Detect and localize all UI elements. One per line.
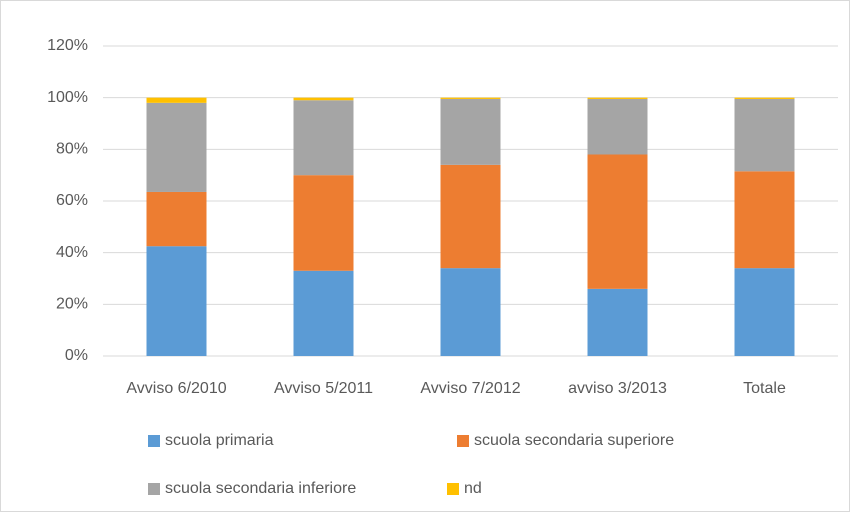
bar-segment xyxy=(293,100,354,176)
y-tick-label: 80% xyxy=(56,141,88,158)
legend-label: scuola secondaria superiore xyxy=(474,432,674,449)
bar-segment xyxy=(440,97,501,99)
x-tick-label: Totale xyxy=(743,380,786,397)
legend-label: scuola primaria xyxy=(165,432,274,449)
bar-segment xyxy=(293,175,354,271)
bar-segment xyxy=(293,270,354,356)
y-tick-label: 100% xyxy=(47,89,88,106)
y-tick-label: 120% xyxy=(47,37,88,54)
bar-segment xyxy=(734,171,795,269)
bar-segment xyxy=(146,191,207,247)
bar-segment xyxy=(587,288,648,356)
bar-segment xyxy=(146,97,207,103)
bar-segment xyxy=(587,98,648,155)
bar-segment xyxy=(734,268,795,356)
bar-segment xyxy=(440,164,501,269)
bar-segment xyxy=(734,98,795,172)
legend-swatch xyxy=(148,435,160,447)
bar-segment xyxy=(440,98,501,165)
y-tick-label: 40% xyxy=(56,244,88,261)
legend-label: nd xyxy=(464,480,482,497)
x-tick-label: Avviso 6/2010 xyxy=(126,380,226,397)
y-tick-label: 0% xyxy=(65,347,88,364)
x-tick-label: Avviso 7/2012 xyxy=(420,380,520,397)
y-tick-label: 20% xyxy=(56,296,88,313)
x-tick-label: avviso 3/2013 xyxy=(568,380,667,397)
x-tick-label: Avviso 5/2011 xyxy=(274,380,373,397)
bar-segment xyxy=(587,97,648,99)
legend-swatch xyxy=(447,483,459,495)
legend-swatch xyxy=(457,435,469,447)
bar-segment xyxy=(146,102,207,192)
bar-segment xyxy=(734,97,795,99)
legend-swatch xyxy=(148,483,160,495)
bar-segment xyxy=(146,246,207,356)
legend-label: scuola secondaria inferiore xyxy=(165,480,356,497)
bar-segment xyxy=(293,97,354,101)
bar-segment xyxy=(587,154,648,289)
bar-segment xyxy=(440,268,501,356)
y-tick-label: 60% xyxy=(56,192,88,209)
